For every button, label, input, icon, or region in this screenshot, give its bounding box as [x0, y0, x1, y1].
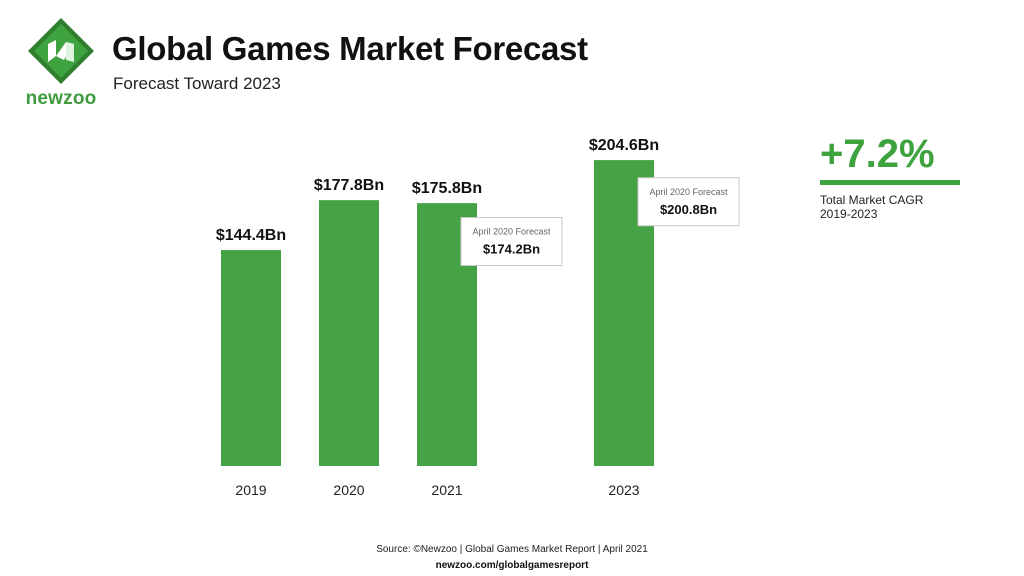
forecast-box-2023 [637, 177, 740, 227]
data-label-2021: $175.8Bn [412, 180, 482, 197]
forecast-value-2023: $200.8Bn [660, 202, 717, 217]
newzoo-logo: newzoo [22, 16, 100, 109]
cagr-value: +7.2% [820, 132, 935, 176]
cagr-label: Total Market CAGR 2019-2023 [820, 193, 924, 221]
forecast-title-2021: April 2020 Forecast [472, 227, 551, 237]
brand-name: newzoo [25, 88, 97, 109]
x-tick-2021: 2021 [431, 482, 462, 498]
forecast-box-2021 [460, 217, 563, 267]
data-label-2020: $177.8Bn [314, 177, 384, 194]
x-tick-2020: 2020 [333, 482, 364, 498]
page-subtitle: Forecast Toward 2023 [113, 74, 281, 93]
newzoo-logo-icon [28, 18, 94, 84]
forecast-title-2023: April 2020 Forecast [649, 187, 728, 197]
x-tick-2023: 2023 [608, 482, 639, 498]
forecast-value-2021: $174.2Bn [483, 242, 540, 257]
page-title: Global Games Market Forecast [112, 30, 588, 67]
report-url[interactable]: newzoo.com/globalgamesreport [435, 560, 589, 571]
x-tick-2019: 2019 [235, 482, 266, 498]
data-label-2023: $204.6Bn [589, 137, 659, 154]
cagr-panel: +7.2% Total Market CAGR 2019-2023 [820, 132, 970, 221]
bar-2019 [221, 250, 281, 466]
source-note: Source: ©Newzoo | Global Games Market Re… [376, 544, 648, 555]
data-label-2019: $144.4Bn [216, 227, 286, 244]
cagr-underline [820, 180, 960, 185]
bar-2020 [319, 200, 379, 466]
